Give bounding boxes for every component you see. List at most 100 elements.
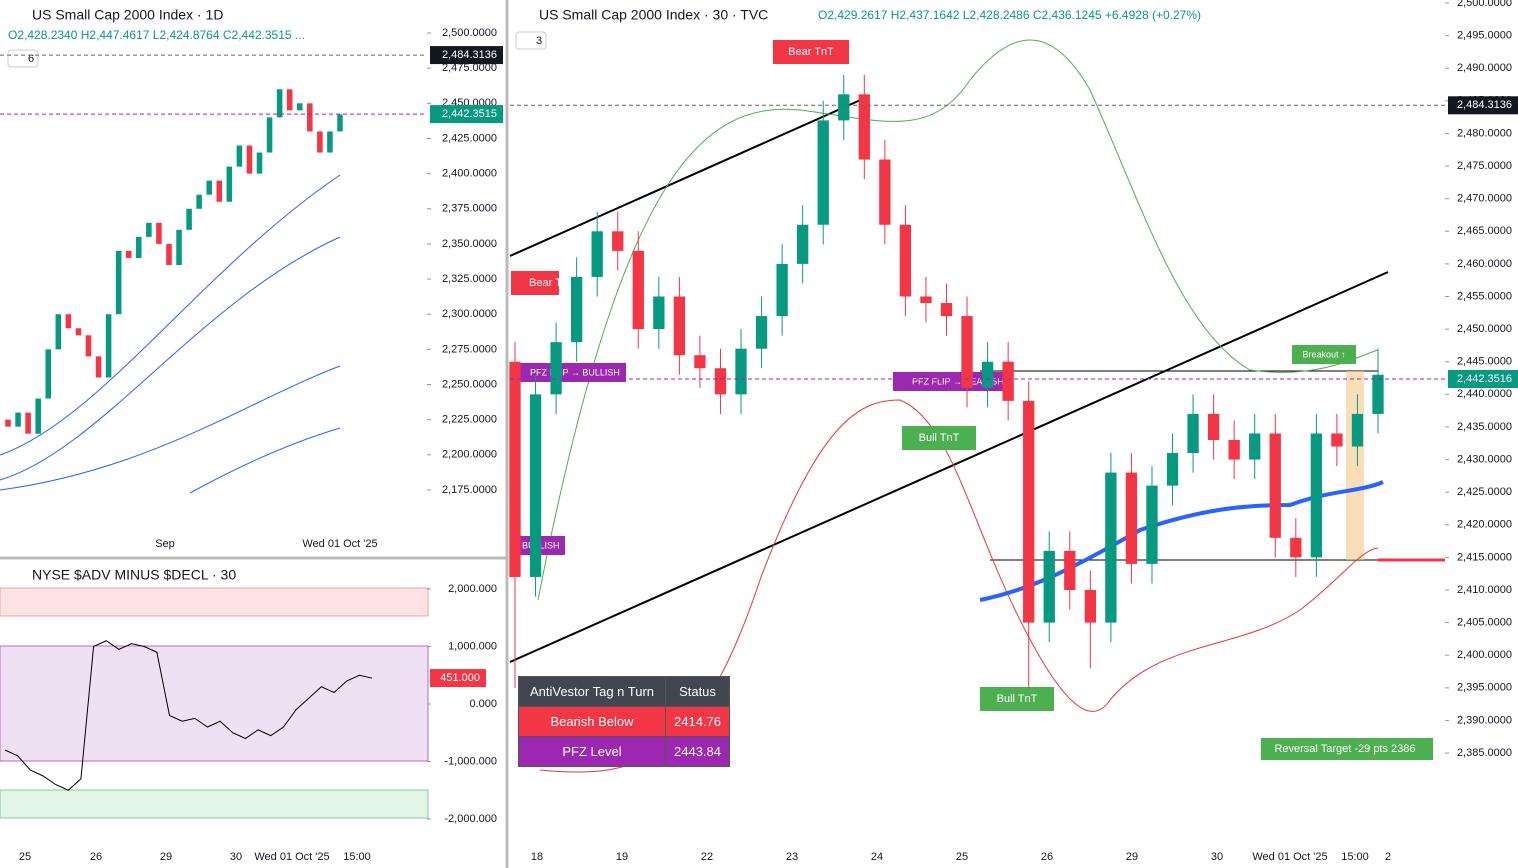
zone bbox=[0, 789, 429, 819]
x-tick-label: 25 bbox=[19, 851, 31, 863]
candle-body bbox=[35, 398, 41, 434]
annotation: Bear TnT bbox=[788, 46, 834, 58]
y-tick-label: 2,225.0000 bbox=[442, 414, 497, 426]
candle-body bbox=[136, 236, 142, 258]
line-series bbox=[4, 640, 373, 791]
candle-body bbox=[1351, 413, 1364, 447]
x-tick-label: 15:00 bbox=[343, 851, 371, 863]
candle-body bbox=[327, 131, 333, 153]
price-label: 451.000 bbox=[440, 672, 480, 684]
candle-body bbox=[176, 229, 182, 265]
annotation-box bbox=[511, 363, 626, 382]
y-tick-label: 2,250.0000 bbox=[442, 378, 497, 390]
candle-body bbox=[75, 328, 82, 336]
candle-body bbox=[276, 89, 283, 118]
zone bbox=[0, 645, 429, 762]
candle-body bbox=[1064, 550, 1076, 591]
candle-body bbox=[85, 335, 92, 357]
price-tag bbox=[1448, 369, 1518, 388]
x-tick-label: 30 bbox=[1211, 851, 1223, 863]
candle-body bbox=[226, 166, 233, 202]
moving-average bbox=[0, 365, 341, 491]
y-tick-label: 0.000 bbox=[469, 698, 497, 710]
x-tick-label: Wed 01 Oct '25 bbox=[302, 538, 377, 550]
y-tick-label: 2,430.0000 bbox=[1457, 453, 1512, 465]
candle-body bbox=[920, 296, 932, 304]
candle-body bbox=[1125, 472, 1138, 564]
candle-body bbox=[196, 194, 202, 209]
candle-body bbox=[838, 94, 850, 121]
table-header: AntiVestor Tag n Turn bbox=[518, 676, 666, 707]
panel-title: US Small Cap 2000 Index · 30 · TVC bbox=[539, 7, 768, 23]
x-tick-label: 2 bbox=[1385, 851, 1391, 863]
y-tick-label: -2,000.000 bbox=[444, 813, 497, 825]
price-label: 2,442.3515 bbox=[442, 108, 497, 120]
price-tag bbox=[430, 105, 503, 124]
candle-body bbox=[25, 412, 31, 434]
candle-body bbox=[735, 348, 747, 395]
candle-body bbox=[5, 419, 11, 427]
y-tick-label: 2,415.0000 bbox=[1457, 551, 1512, 563]
price-tag bbox=[430, 669, 486, 688]
candle-body bbox=[115, 250, 122, 315]
y-tick-label: 2,325.0000 bbox=[442, 273, 497, 285]
indicator-count[interactable]: 3 bbox=[536, 35, 542, 47]
x-tick-label: 30 bbox=[230, 851, 242, 863]
x-tick-label: 15:00 bbox=[1341, 851, 1369, 863]
candle-body bbox=[1269, 433, 1281, 538]
candle-body bbox=[529, 394, 542, 577]
y-tick-label: 2,350.0000 bbox=[442, 238, 497, 250]
candle-body bbox=[509, 361, 521, 577]
candle-body bbox=[940, 303, 953, 317]
indicator-count[interactable]: 6 bbox=[28, 53, 34, 65]
y-tick-label: -1,000.000 bbox=[444, 755, 497, 767]
candle-body bbox=[817, 120, 829, 225]
price-label: 2,484.3136 bbox=[442, 49, 497, 61]
y-tick-label: 2,420.0000 bbox=[1457, 519, 1512, 531]
y-tick-label: 2,500.0000 bbox=[1457, 0, 1512, 9]
y-tick-label: 2,175.0000 bbox=[442, 484, 497, 496]
y-tick-label: 2,410.0000 bbox=[1457, 584, 1512, 596]
candle-body bbox=[186, 208, 192, 230]
candle-body bbox=[1084, 590, 1096, 623]
y-tick-label: 2,435.0000 bbox=[1457, 421, 1512, 433]
candle-body bbox=[216, 180, 223, 202]
candle-body bbox=[755, 316, 768, 349]
y-tick-label: 2,490.0000 bbox=[1457, 62, 1512, 74]
annotation-box bbox=[1292, 345, 1356, 364]
trend-line bbox=[509, 97, 866, 257]
indicator-toggle[interactable] bbox=[7, 49, 39, 68]
y-tick-label: 2,455.0000 bbox=[1457, 290, 1512, 302]
y-tick-label: 2,470.0000 bbox=[1457, 193, 1512, 205]
x-tick-label: 18 bbox=[531, 851, 543, 863]
y-tick-label: 2,475.0000 bbox=[1457, 160, 1512, 172]
x-tick-label: 29 bbox=[1126, 851, 1138, 863]
candle-body bbox=[1310, 433, 1323, 558]
annotation-box bbox=[980, 687, 1054, 711]
candle-body bbox=[1187, 413, 1199, 454]
x-tick-label: 26 bbox=[1041, 851, 1053, 863]
annotation: Bear TnT bbox=[529, 277, 575, 289]
y-tick-label: 2,390.0000 bbox=[1457, 714, 1512, 726]
annotation-box bbox=[773, 40, 849, 64]
candle-body bbox=[1146, 485, 1158, 564]
candle-body bbox=[1023, 400, 1035, 623]
annotation-box bbox=[893, 372, 1008, 391]
candle-body bbox=[206, 180, 212, 195]
annotation: Bull TnT bbox=[919, 432, 960, 444]
status-table: AntiVestor Tag n Turn Status Bearish Belo… bbox=[518, 676, 730, 767]
candle-body bbox=[307, 103, 313, 132]
annotation: PFZ FLIP → BULLISH bbox=[530, 367, 620, 377]
candle-body bbox=[1290, 537, 1302, 558]
candle-body bbox=[899, 224, 912, 297]
x-tick-label: 26 bbox=[90, 851, 102, 863]
candle-body bbox=[632, 250, 644, 330]
indicator-toggle[interactable] bbox=[515, 31, 547, 50]
x-tick-label: 24 bbox=[871, 851, 883, 863]
table-cell: 2414.76 bbox=[665, 706, 730, 737]
y-tick-label: 2,465.0000 bbox=[1457, 225, 1512, 237]
y-tick-label: 2,000.000 bbox=[448, 583, 497, 595]
x-tick-label: Sep bbox=[155, 538, 175, 550]
candle-body bbox=[146, 222, 152, 237]
